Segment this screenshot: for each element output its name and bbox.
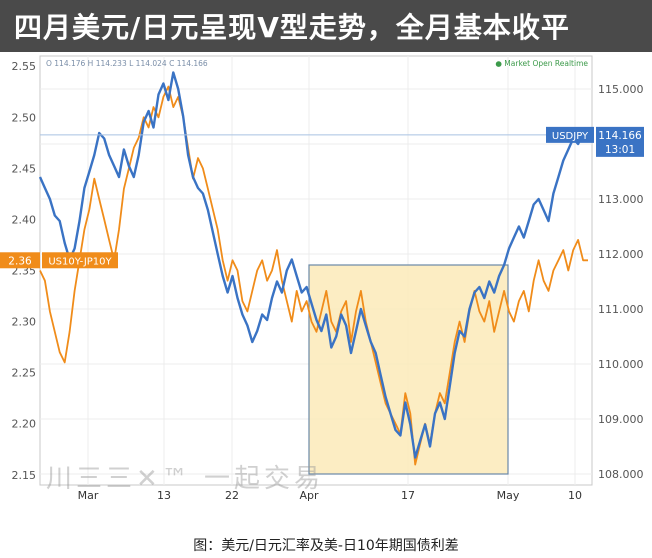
left-tick-label: 2.55 — [12, 60, 37, 73]
x-tick-label: May — [497, 489, 520, 502]
x-tick-label: Apr — [299, 489, 319, 502]
x-tick-label: Mar — [78, 489, 99, 502]
usdjpy-time-label: 13:01 — [605, 144, 635, 156]
right-tick-label: 111.000 — [598, 303, 644, 316]
x-tick-label: 22 — [225, 489, 239, 502]
highlight-box — [308, 264, 509, 475]
x-tick-label: 17 — [401, 489, 415, 502]
usdjpy-name-tag — [546, 126, 594, 143]
usdjpy-name-label: USDJPY — [552, 131, 589, 142]
right-tick-label: 112.000 — [598, 248, 644, 261]
chart-frame: Mar 13 22 Apr 17 May 10 2.55 2.50 2.45 2.40 2.35 2.3… — [0, 52, 652, 507]
right-tick-label: 115.000 — [598, 83, 644, 96]
spread-name-tag — [42, 252, 118, 269]
left-tick-label: 2.50 — [12, 111, 37, 124]
left-tick-label: 2.25 — [12, 367, 37, 380]
left-tick-label: 2.15 — [12, 469, 37, 482]
x-tick-label: 13 — [157, 489, 171, 502]
right-tick-label: 109.000 — [598, 413, 644, 426]
usdjpy-series-line — [38, 71, 589, 459]
watermark: 川三三✕™ 一起交易 — [46, 464, 325, 494]
spread-series-line — [39, 85, 588, 466]
spread-last-value: 2.36 — [8, 255, 32, 267]
left-tick-label: 2.40 — [12, 213, 37, 226]
right-tick-label: 108.000 — [598, 468, 644, 481]
right-tick-label: 110.000 — [598, 358, 644, 371]
x-tick-label: 10 — [568, 489, 582, 502]
market-status: ● Market Open Realtime — [495, 59, 588, 68]
left-tick-label: 2.30 — [12, 316, 37, 329]
ohlc-header: O 114.176 H 114.233 L 114.024 C 114.166 — [46, 59, 208, 68]
usdjpy-last-value: 114.166 — [598, 130, 642, 142]
figure-caption: 图：美元/日元汇率及美-日10年期国债利差 — [193, 538, 459, 554]
chart-title: 四月美元/日元呈现V型走势，全月基本收平 — [14, 11, 570, 44]
title-bar: 四月美元/日元呈现V型走势，全月基本收平 — [0, 0, 652, 52]
right-tick-label: 113.000 — [598, 193, 644, 206]
left-tick-label: 2.20 — [12, 418, 37, 431]
left-tick-label: 2.45 — [12, 162, 37, 175]
spread-name-label: US10Y-JP10Y — [48, 256, 112, 267]
spread-value-tag — [0, 252, 40, 269]
usdjpy-value-tag — [596, 126, 644, 157]
usdjpy-spread-chart: Mar 13 22 Apr 17 May 102.552.502.452.402.352.3… — [0, 55, 644, 502]
